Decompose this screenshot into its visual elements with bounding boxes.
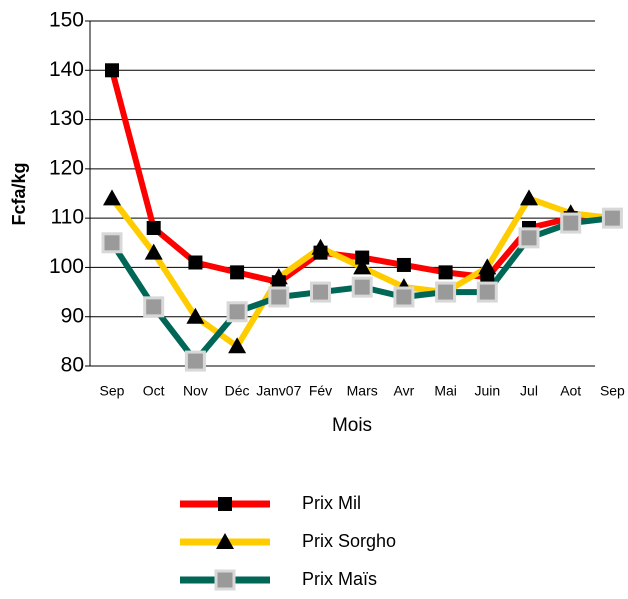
legend-label: Prix Maïs: [302, 569, 377, 589]
marker: [188, 255, 203, 270]
y-tick-label: 130: [49, 107, 84, 130]
marker: [601, 207, 623, 229]
marker: [351, 276, 373, 298]
marker: [355, 250, 370, 265]
marker: [144, 243, 163, 260]
marker: [228, 337, 247, 354]
y-tick-label: 110: [51, 206, 84, 229]
x-axis-label: Mois: [332, 415, 372, 436]
legend-label: Prix Sorgho: [302, 531, 396, 551]
marker: [216, 533, 234, 549]
marker: [143, 296, 165, 318]
x-tick-label: Janv07: [256, 383, 301, 399]
y-tick-label: 150: [49, 9, 84, 32]
x-tick-label: Sep: [600, 383, 625, 399]
x-tick-label: Mai: [434, 383, 457, 399]
marker: [518, 227, 540, 249]
x-tick-label: Avr: [394, 383, 415, 399]
marker: [476, 281, 498, 303]
y-axis-label: Fcfa/kg: [9, 162, 29, 225]
y-tick-label: 100: [49, 255, 84, 278]
y-tick-label: 120: [49, 156, 84, 179]
marker: [353, 258, 372, 275]
marker: [478, 258, 497, 275]
x-tick-label: Aot: [560, 383, 581, 399]
x-tick-label: Fév: [309, 383, 332, 399]
marker: [230, 265, 245, 280]
marker: [105, 63, 119, 78]
marker: [186, 307, 205, 324]
y-tick-label: 140: [49, 58, 84, 81]
marker: [435, 281, 457, 303]
marker: [146, 221, 161, 235]
marker: [438, 265, 453, 280]
x-tick-label: Sep: [100, 383, 125, 399]
x-tick-label: Mars: [347, 383, 378, 399]
marker: [269, 268, 288, 285]
legend-label: Prix Mil: [302, 493, 361, 513]
x-tick-label: Juin: [474, 383, 500, 399]
x-tick-label: Jul: [520, 383, 538, 399]
marker: [393, 286, 415, 308]
y-tick-label: 80: [61, 354, 84, 377]
marker: [218, 497, 232, 511]
marker: [520, 189, 538, 206]
marker: [310, 281, 331, 303]
marker: [184, 350, 206, 372]
marker: [396, 257, 411, 272]
marker: [226, 301, 248, 323]
x-tick-label: Nov: [183, 383, 208, 399]
marker: [311, 238, 330, 255]
marker: [214, 569, 236, 591]
marker: [268, 286, 290, 308]
marker: [101, 232, 123, 254]
y-tick-label: 90: [61, 304, 84, 327]
marker: [103, 189, 121, 206]
series-line: [109, 69, 613, 286]
x-tick-label: Déc: [225, 383, 250, 399]
x-tick-label: Oct: [143, 383, 165, 399]
marker: [560, 212, 582, 234]
